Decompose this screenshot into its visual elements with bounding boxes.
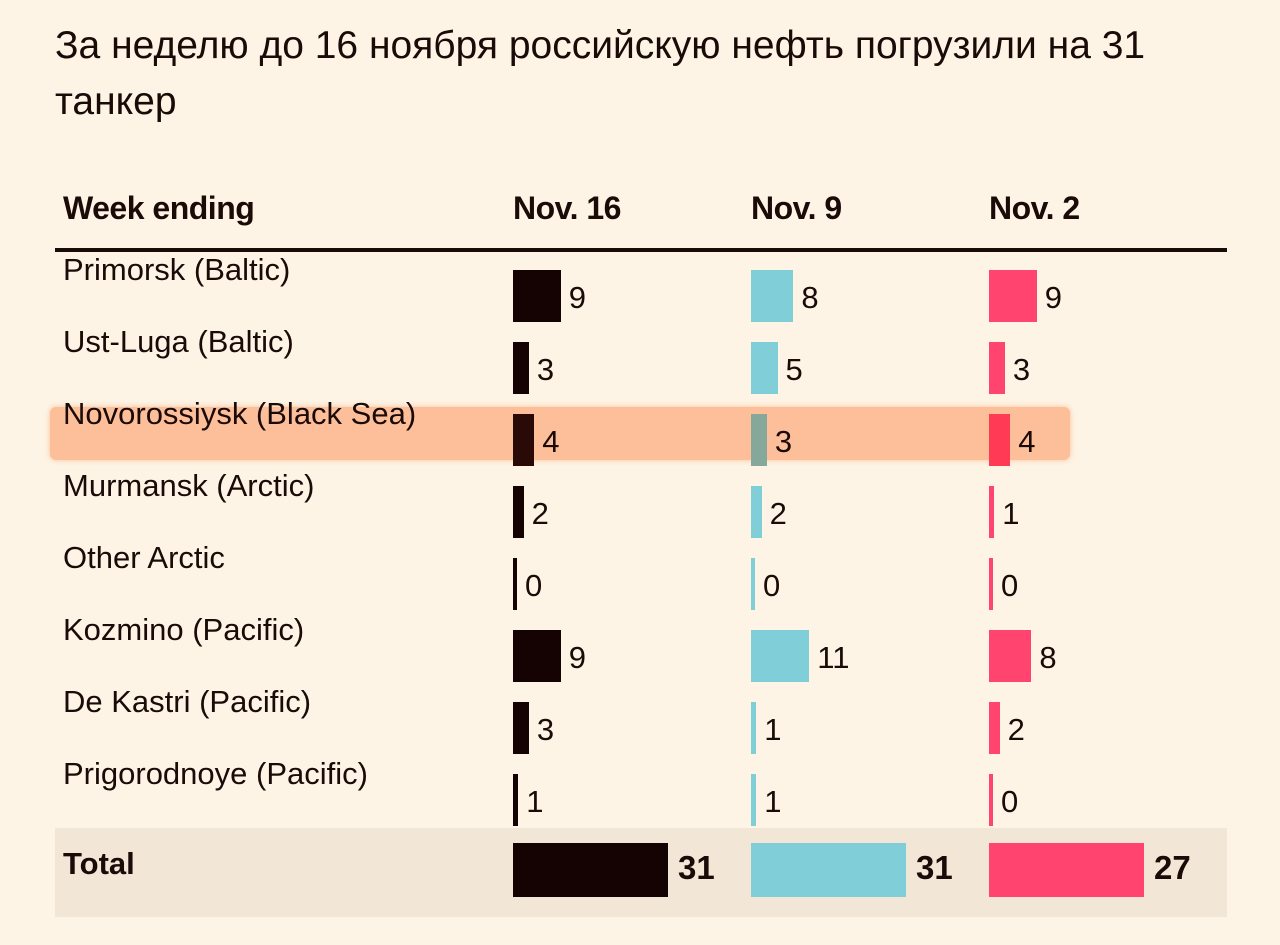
header-col-1: Nov. 9	[751, 190, 842, 226]
header-week-ending: Week ending	[63, 190, 255, 226]
header-col-0: Nov. 16	[513, 190, 621, 226]
bar	[751, 774, 757, 826]
bar-value: 9	[568, 280, 586, 315]
row-label: Primorsk (Baltic)	[63, 252, 291, 287]
bar	[989, 414, 1011, 466]
bar-value: 3	[1012, 352, 1031, 387]
bar	[989, 630, 1032, 682]
bar-value: 0	[1001, 568, 1019, 603]
bar-value: 1	[764, 784, 782, 819]
header-col-2: Nov. 2	[989, 190, 1080, 226]
bar	[751, 270, 794, 322]
bar-value: 0	[525, 568, 543, 603]
total-label: Total	[63, 846, 135, 881]
bar-value: 9	[1044, 280, 1062, 315]
bar	[513, 414, 535, 466]
bar-value: 2	[531, 496, 549, 531]
bar-value: 2	[769, 496, 787, 531]
bar	[989, 702, 1000, 754]
bar-value: 2	[1007, 712, 1025, 747]
bar-value: 1	[1002, 496, 1020, 531]
total-bar	[751, 843, 906, 897]
bar	[513, 558, 517, 610]
row-label: Prigorodnoye (Pacific)	[63, 756, 368, 791]
bar	[751, 702, 757, 754]
highlight-row	[50, 407, 1070, 460]
bar-value: 11	[817, 640, 850, 675]
bar-value: 8	[801, 280, 819, 315]
total-bar	[989, 843, 1144, 897]
bar	[751, 558, 755, 610]
row-label: Other Arctic	[63, 540, 225, 575]
total-value: 31	[678, 849, 715, 886]
row-label: Murmansk (Arctic)	[63, 468, 315, 503]
total-value: 27	[1154, 849, 1191, 886]
bar	[513, 630, 561, 682]
bar-value: 4	[542, 424, 560, 459]
bar-value: 8	[1039, 640, 1057, 675]
bar-value: 3	[536, 712, 555, 747]
chart-title: За неделю до 16 ноября российскую нефть …	[55, 24, 1146, 123]
bar	[751, 486, 762, 538]
total-value: 31	[916, 849, 953, 886]
bar	[513, 702, 529, 754]
bar	[513, 774, 519, 826]
bar	[751, 342, 778, 394]
bar-value: 5	[785, 352, 803, 387]
bar	[513, 270, 561, 322]
bar	[989, 558, 993, 610]
row-label: Novorossiysk (Black Sea)	[63, 396, 417, 431]
total-bar	[513, 843, 668, 897]
bar-value: 0	[1001, 784, 1019, 819]
bar	[989, 774, 993, 826]
header-rule	[55, 248, 1227, 252]
bar	[751, 414, 767, 466]
bar-value: 1	[764, 712, 782, 747]
bar-value: 3	[536, 352, 555, 387]
bar-value: 0	[763, 568, 781, 603]
row-label: Kozmino (Pacific)	[63, 612, 305, 647]
bar	[989, 270, 1037, 322]
bar-value: 3	[774, 424, 793, 459]
bar	[513, 486, 524, 538]
row-label: Ust-Luga (Baltic)	[63, 324, 294, 359]
bar-value: 9	[568, 640, 586, 675]
bar-value: 1	[526, 784, 544, 819]
bar	[751, 630, 810, 682]
bar	[513, 342, 529, 394]
row-label: De Kastri (Pacific)	[63, 684, 312, 719]
bar	[989, 486, 995, 538]
bar-value: 4	[1018, 424, 1036, 459]
bar	[989, 342, 1005, 394]
